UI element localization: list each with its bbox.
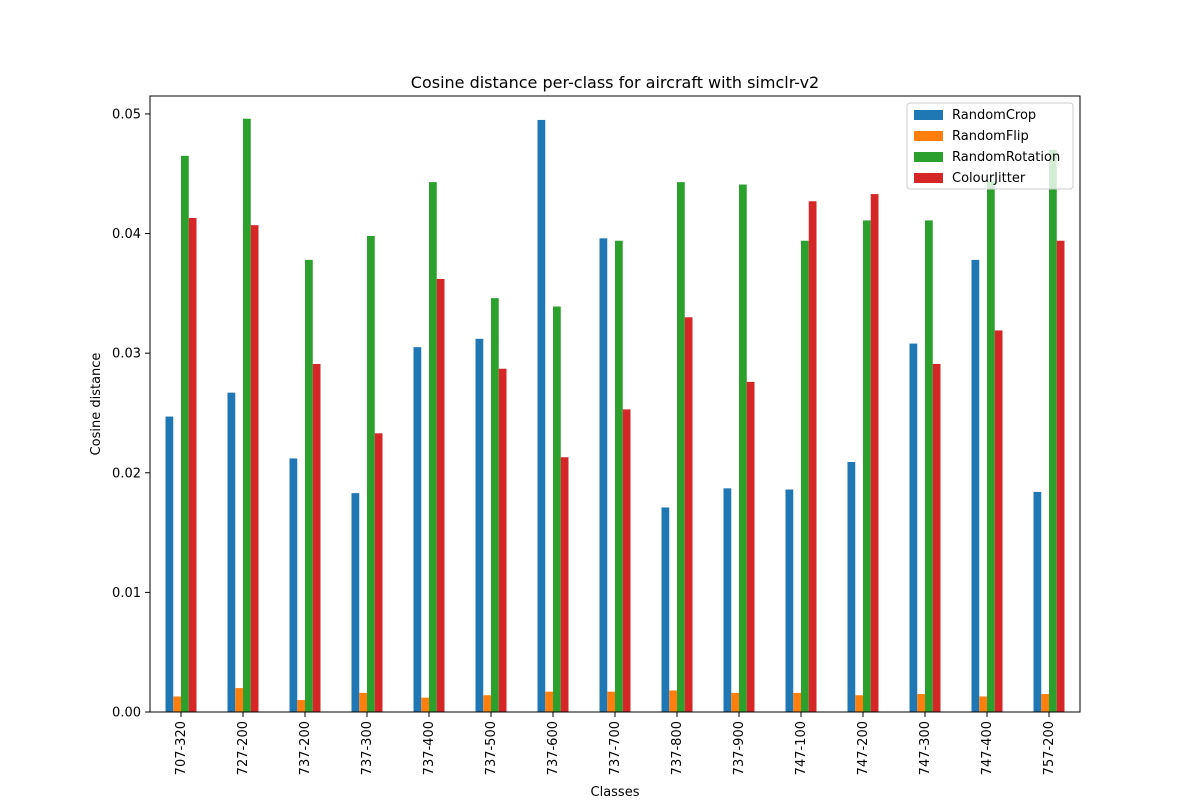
bar-randomcrop-747-100: [785, 489, 794, 712]
bar-randomflip-737-800: [669, 690, 677, 712]
bar-colourjitter-757-200: [1056, 240, 1065, 713]
legend-label-randomflip: RandomFlip: [952, 129, 1029, 144]
bar-randomflip-737-400: [421, 697, 429, 712]
bar-colourjitter-747-400: [994, 330, 1003, 712]
bar-randomcrop-737-400: [413, 347, 422, 712]
bar-randomflip-737-700: [607, 691, 615, 712]
x-tick-label: 737-400: [422, 721, 437, 775]
bar-colourjitter-727-200: [250, 225, 259, 712]
bar-randomcrop-737-900: [723, 488, 732, 712]
bar-colourjitter-737-700: [622, 409, 631, 712]
legend-swatch-colourjitter: [914, 173, 943, 183]
bar-randomcrop-727-200: [227, 392, 236, 712]
bar-randomrotation-707-320: [181, 155, 189, 712]
bar-randomrotation-737-600: [553, 306, 561, 712]
y-tick-label: 0.03: [112, 347, 141, 362]
bar-randomrotation-737-300: [367, 235, 375, 712]
bar-colourjitter-737-300: [374, 433, 383, 712]
legend-swatch-randomcrop: [914, 110, 943, 120]
bar-randomflip-707-320: [173, 696, 181, 712]
legend: RandomCrop RandomFlip RandomRotation Colour…: [906, 102, 1074, 190]
y-tick-label: 0.02: [112, 466, 141, 481]
legend-label-randomcrop: RandomCrop: [952, 108, 1036, 123]
x-tick-label: 747-300: [918, 721, 933, 775]
bar-randomcrop-707-320: [165, 416, 174, 712]
bar-randomflip-747-400: [979, 696, 987, 712]
bar-randomrotation-737-800: [677, 182, 685, 712]
bar-randomflip-737-200: [297, 700, 305, 712]
bar-randomflip-757-200: [1041, 694, 1049, 712]
bar-colourjitter-737-600: [560, 457, 569, 712]
x-axis-label: Classes: [591, 785, 640, 800]
x-tick-label: 737-200: [298, 721, 313, 775]
bar-colourjitter-747-200: [870, 194, 879, 712]
bar-randomflip-737-500: [483, 695, 491, 712]
bar-randomrotation-737-200: [305, 259, 313, 712]
bar-randomrotation-747-200: [863, 220, 871, 712]
x-tick-label: 747-400: [980, 721, 995, 775]
y-axis-label: Cosine distance: [89, 353, 104, 456]
bars-group: [165, 118, 1065, 713]
x-tick-label: 737-600: [546, 721, 561, 775]
bar-randomflip-737-300: [359, 692, 367, 712]
x-tick-label: 727-200: [236, 721, 251, 775]
bar-randomcrop-747-200: [847, 462, 856, 712]
x-tick-label: 747-200: [856, 721, 871, 775]
bar-colourjitter-737-400: [436, 279, 445, 712]
bar-randomcrop-737-700: [599, 238, 608, 712]
legend-box: [906, 102, 1074, 190]
bar-randomcrop-757-200: [1033, 491, 1042, 712]
y-tick-label: 0.01: [112, 586, 141, 601]
bar-randomcrop-747-400: [971, 259, 980, 712]
bar-randomflip-737-900: [731, 692, 739, 712]
bar-colourjitter-747-300: [932, 363, 941, 712]
bar-randomflip-747-200: [855, 695, 863, 712]
x-tick-label: 737-300: [360, 721, 375, 775]
plot-frame: [149, 95, 1081, 713]
bar-randomrotation-727-200: [243, 118, 251, 713]
bar-colourjitter-737-900: [746, 381, 755, 712]
bar-randomcrop-747-300: [909, 343, 918, 712]
bar-randomcrop-737-300: [351, 493, 360, 712]
bar-randomrotation-737-400: [429, 182, 437, 712]
y-axis: 0.00 0.01 0.02 0.03 0.04 0.05: [112, 107, 150, 721]
bar-randomcrop-737-200: [289, 458, 298, 712]
bar-randomrotation-747-400: [987, 180, 995, 713]
bar-colourjitter-737-500: [498, 368, 507, 712]
legend-label-colourjitter: ColourJitter: [952, 171, 1026, 186]
x-tick-label: 737-700: [608, 721, 623, 775]
bar-randomcrop-737-600: [537, 119, 546, 713]
bar-randomrotation-737-900: [739, 184, 747, 712]
bar-randomflip-727-200: [235, 688, 243, 712]
bar-randomrotation-747-300: [925, 220, 933, 712]
x-tick-label: 737-900: [732, 721, 747, 775]
legend-swatch-randomflip: [914, 131, 943, 141]
bar-colourjitter-747-100: [808, 201, 817, 712]
x-tick-label: 737-800: [670, 721, 685, 775]
x-tick-label: 747-100: [794, 721, 809, 775]
bar-randomflip-747-300: [917, 694, 925, 712]
x-tick-label: 757-200: [1042, 721, 1057, 775]
x-tick-label: 707-320: [174, 721, 189, 775]
bar-colourjitter-737-800: [684, 317, 693, 712]
chart-title: Cosine distance per-class for aircraft w…: [411, 73, 819, 92]
bar-colourjitter-737-200: [312, 363, 321, 712]
bar-randomrotation-747-100: [801, 240, 809, 713]
bar-randomcrop-737-500: [475, 338, 484, 712]
bar-colourjitter-707-320: [188, 218, 197, 712]
legend-label-randomrotation: RandomRotation: [952, 150, 1060, 165]
x-axis: 707-320 727-200 737-200 737-300 737-400 737-5…: [174, 712, 1057, 775]
y-tick-label: 0.04: [112, 227, 141, 242]
x-tick-label: 737-500: [484, 721, 499, 775]
y-tick-label: 0.05: [112, 107, 141, 122]
bar-randomcrop-737-800: [661, 507, 670, 712]
bar-randomflip-737-600: [545, 691, 553, 712]
bar-randomrotation-737-500: [491, 298, 499, 712]
bar-randomrotation-737-700: [615, 240, 623, 713]
bar-randomflip-747-100: [793, 692, 801, 712]
bar-randomrotation-757-200: [1049, 149, 1057, 712]
legend-swatch-randomrotation: [914, 152, 943, 162]
y-tick-label: 0.00: [112, 706, 141, 721]
